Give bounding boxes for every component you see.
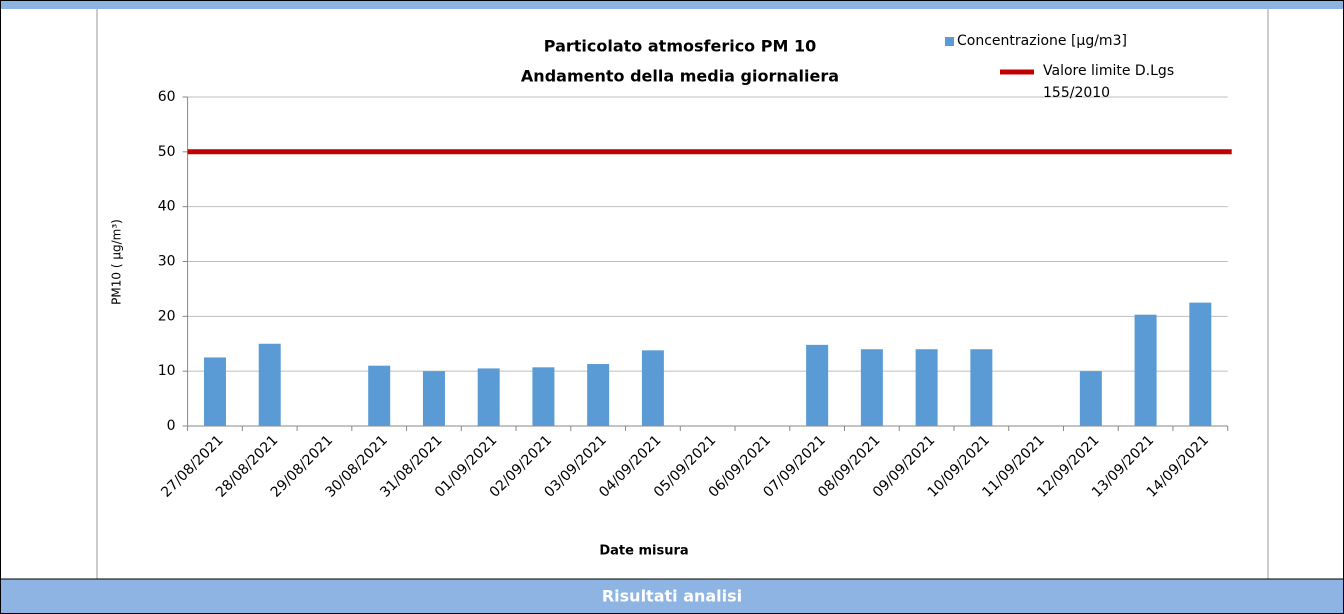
- y-axis-label: PM10 ( µg/m³): [110, 219, 124, 305]
- y-tick-label: 50: [158, 144, 176, 160]
- bar: [1189, 302, 1212, 426]
- bar: [532, 367, 555, 426]
- footer-band: [1, 579, 1343, 613]
- header-band: [0, 0, 1344, 9]
- x-axis-label: Date misura: [599, 544, 688, 559]
- bar: [422, 371, 445, 426]
- y-tick-label: 20: [158, 308, 176, 324]
- bar: [806, 344, 829, 426]
- bar: [368, 365, 391, 426]
- y-tick-label: 30: [158, 254, 176, 270]
- y-tick-label: 10: [158, 363, 176, 379]
- bar: [970, 349, 993, 426]
- bar: [258, 343, 281, 426]
- bar: [860, 349, 883, 426]
- bar: [915, 349, 938, 426]
- bar: [203, 357, 226, 426]
- legend-label: Concentrazione [µg/m3]: [957, 33, 1127, 49]
- bar: [1079, 371, 1102, 426]
- chart-title: Particolato atmosferico PM 10: [544, 37, 816, 56]
- legend-swatch: [945, 37, 954, 46]
- legend-label: Valore limite D.Lgs 155/2010: [1043, 63, 1175, 101]
- y-tick-label: 40: [158, 199, 176, 215]
- bar: [587, 364, 610, 426]
- footer-title: Risultati analisi: [602, 587, 742, 606]
- bar: [477, 368, 500, 426]
- y-tick-label: 0: [167, 418, 176, 434]
- bar: [641, 350, 664, 426]
- chart-subtitle: Andamento della media giornaliera: [521, 67, 839, 86]
- bar: [1134, 314, 1157, 426]
- y-tick-label: 60: [158, 89, 176, 105]
